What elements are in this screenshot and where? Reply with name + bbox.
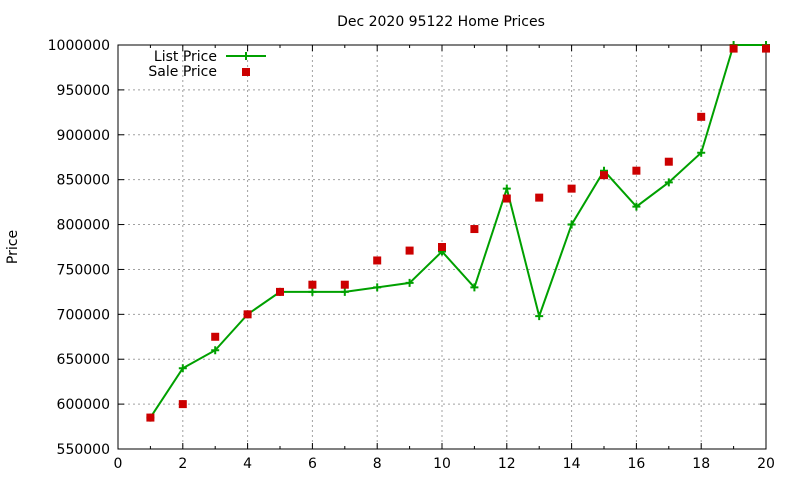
x-tick-label: 12 xyxy=(498,456,516,472)
sale-price-point xyxy=(697,112,706,121)
y-tick-label: 850000 xyxy=(57,173,110,189)
sale-price-point xyxy=(632,166,641,175)
list-price-point xyxy=(632,202,641,211)
sale-price-point xyxy=(146,413,155,422)
x-tick-label: 0 xyxy=(114,456,123,472)
y-tick-label: 550000 xyxy=(57,442,110,458)
y-axis-label: Price xyxy=(5,230,21,264)
x-tick-label: 4 xyxy=(243,456,252,472)
x-tick-label: 18 xyxy=(692,456,710,472)
list-price-line xyxy=(149,44,766,419)
sale-price-point xyxy=(535,193,544,202)
y-tick-label: 700000 xyxy=(57,307,110,323)
legend-label-sale-price: Sale Price xyxy=(148,64,217,80)
y-tick-label: 900000 xyxy=(57,128,110,144)
x-tick-label: 8 xyxy=(373,456,382,472)
list-price-point xyxy=(535,312,544,321)
sale-price-point xyxy=(664,157,673,166)
list-price-point xyxy=(502,184,511,193)
y-tick-label: 800000 xyxy=(57,218,110,234)
x-tick-labels: 0 2 4 6 8 10 12 14 16 18 20 xyxy=(114,456,775,472)
sale-price-point xyxy=(340,280,349,289)
list-price-point xyxy=(664,178,673,187)
list-price-point xyxy=(308,287,317,296)
list-price-point xyxy=(373,283,382,292)
list-price-point xyxy=(211,346,220,355)
list-price-point xyxy=(340,287,349,296)
y-tick-label: 1000000 xyxy=(48,38,110,54)
list-price-point xyxy=(567,220,576,229)
list-price-point xyxy=(405,278,414,287)
legend-marker-list-price xyxy=(242,52,250,60)
legend: List Price Sale Price xyxy=(148,49,266,80)
chart-title: Dec 2020 95122 Home Prices xyxy=(337,14,545,30)
y-tick-label: 750000 xyxy=(57,262,110,278)
sale-price-point xyxy=(308,280,317,289)
x-tick-label: 20 xyxy=(757,456,775,472)
sale-price-point xyxy=(438,243,446,251)
x-tick-label: 10 xyxy=(433,456,451,472)
sale-price-point xyxy=(502,194,511,203)
sale-price-point xyxy=(567,184,576,193)
x-tick-label: 14 xyxy=(563,456,581,472)
sale-price-point xyxy=(178,400,187,409)
sale-price-point xyxy=(762,44,770,53)
sale-price-point xyxy=(405,246,414,255)
x-tick-label: 2 xyxy=(178,456,187,472)
legend-label-list-price: List Price xyxy=(154,49,217,65)
legend-marker-sale-price xyxy=(242,68,250,76)
sale-price-point xyxy=(729,44,738,53)
sale-price-point xyxy=(470,225,479,234)
y-tick-labels: 550000 600000 650000 700000 750000 800000 8500… xyxy=(48,38,110,458)
axes xyxy=(117,44,767,450)
sale-price-point xyxy=(600,171,608,180)
sale-price-point xyxy=(243,310,252,319)
list-price-point xyxy=(470,283,479,292)
y-tick-label: 650000 xyxy=(57,352,110,368)
y-tick-label: 600000 xyxy=(57,397,110,413)
list-price-point xyxy=(697,148,706,157)
sale-price-point xyxy=(276,287,284,296)
x-tick-label: 6 xyxy=(308,456,317,472)
sale-price-point xyxy=(211,332,220,341)
list-price-point xyxy=(178,364,187,373)
series-sale-price xyxy=(146,44,770,422)
y-tick-label: 950000 xyxy=(57,83,110,99)
sale-price-point xyxy=(373,256,382,265)
x-tick-label: 16 xyxy=(627,456,645,472)
grid-lines xyxy=(118,45,766,449)
